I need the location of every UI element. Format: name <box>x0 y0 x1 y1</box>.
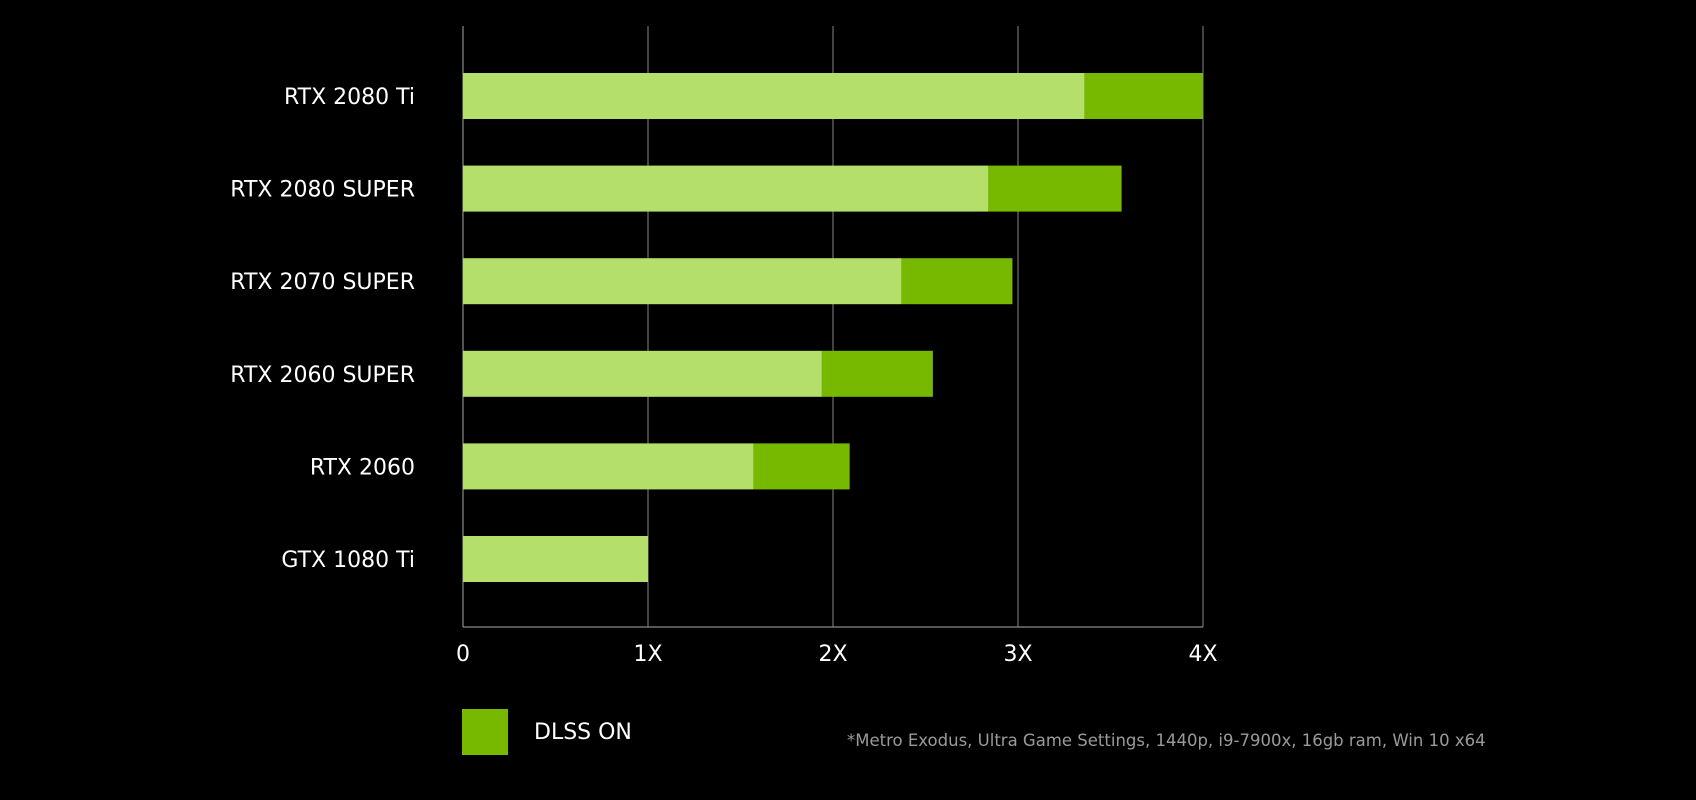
legend: DLSS ON <box>462 709 632 755</box>
bar-dlss-on <box>901 258 1013 305</box>
bar-base <box>463 350 822 397</box>
bar-base <box>463 536 648 582</box>
x-tick-label: 1X <box>633 642 662 667</box>
legend-label: DLSS ON <box>534 719 632 745</box>
bar-dlss-on <box>821 350 933 397</box>
category-label: RTX 2080 SUPER <box>230 178 415 203</box>
legend-swatch-dlss-on <box>462 709 508 755</box>
bar-base <box>463 443 754 490</box>
bar-dlss-on <box>1084 73 1203 119</box>
category-label: RTX 2060 <box>310 455 415 480</box>
bar-base <box>463 258 902 305</box>
x-tick-label: 4X <box>1188 642 1217 667</box>
category-label: GTX 1080 Ti <box>281 548 415 573</box>
bar-dlss-on <box>753 443 850 490</box>
x-tick-label: 0 <box>456 642 470 667</box>
x-tick-label: 2X <box>818 642 847 667</box>
category-label: RTX 2070 SUPER <box>230 270 415 295</box>
bar-dlss-on <box>988 165 1122 212</box>
footnote: *Metro Exodus, Ultra Game Settings, 1440… <box>847 731 1486 750</box>
category-label: RTX 2080 Ti <box>284 85 415 110</box>
category-label: RTX 2060 SUPER <box>230 363 415 388</box>
bar-base <box>463 73 1085 119</box>
x-tick-label: 3X <box>1003 642 1032 667</box>
bar-base <box>463 165 989 212</box>
